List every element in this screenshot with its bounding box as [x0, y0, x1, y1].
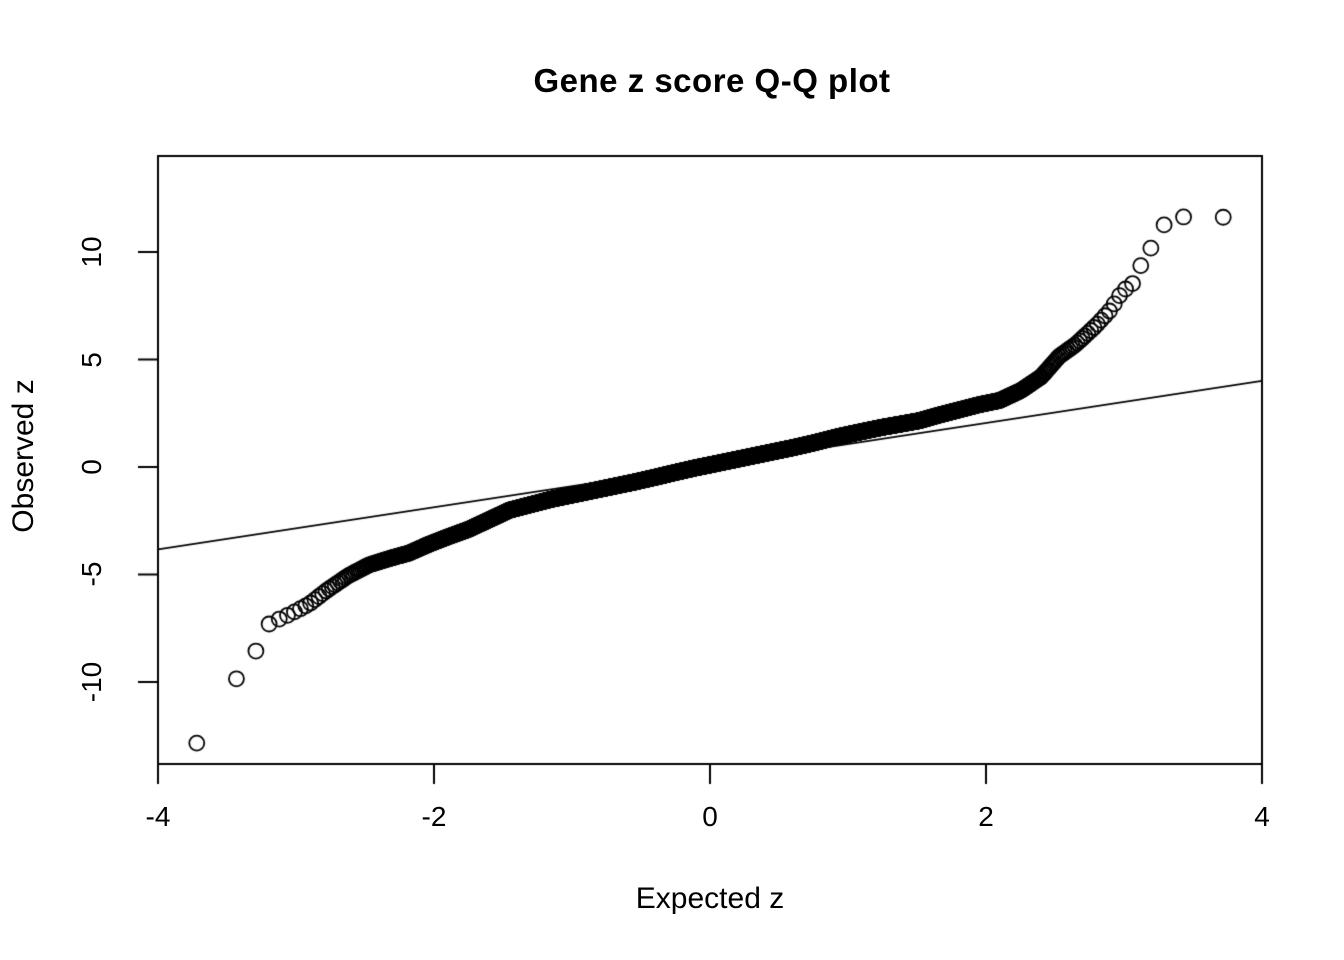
y-axis-label: Observed z	[7, 379, 40, 533]
x-tick-label-0: 0	[702, 801, 718, 832]
y-tick-label-neg10: -10	[76, 661, 107, 703]
y-tick-label-0: 0	[76, 459, 107, 475]
x-tick-label-2: 2	[978, 801, 994, 832]
y-tick-label-10: 10	[76, 236, 107, 268]
x-axis-label: Expected z	[635, 882, 785, 915]
chart-title: Gene z score Q-Q plot	[533, 62, 891, 99]
x-tick-label-neg2: -2	[421, 801, 447, 832]
x-tick-label-4: 4	[1254, 801, 1270, 832]
x-tick-label-neg4: -4	[145, 801, 171, 832]
y-tick-label-neg5: -5	[76, 561, 107, 587]
y-tick-label-5: 5	[76, 352, 107, 368]
